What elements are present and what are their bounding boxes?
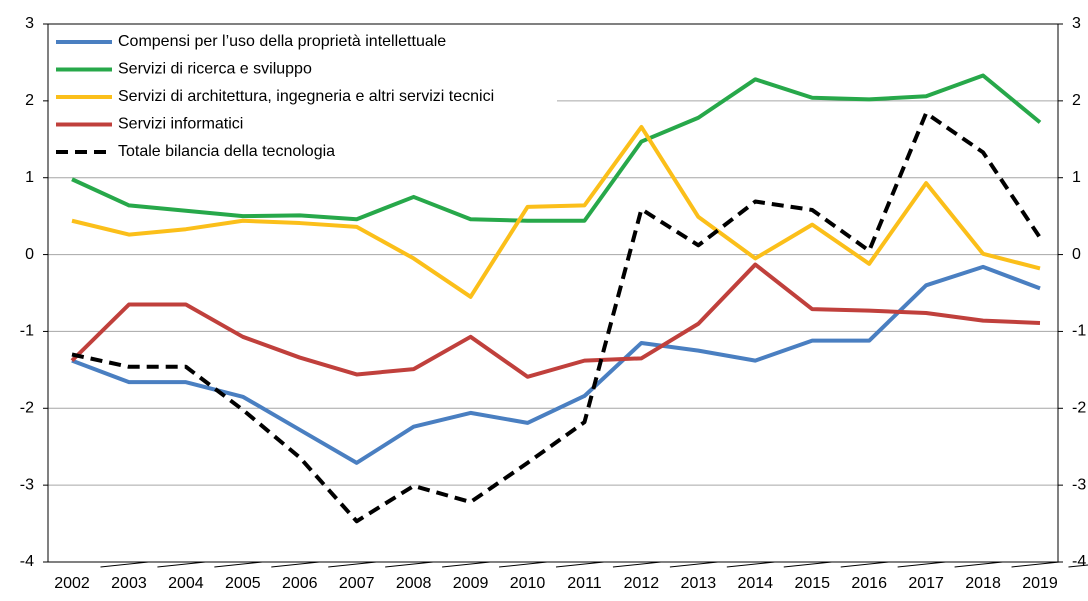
x-tick-label: 2011 <box>567 575 602 592</box>
series-line <box>71 124 1041 299</box>
x-tick <box>328 561 377 568</box>
y-tick-label: 2 <box>25 92 34 109</box>
x-tick-label: 2008 <box>396 575 432 592</box>
legend-label: Servizi di architettura, ingegneria e al… <box>118 88 494 105</box>
legend: Compensi per l’uso della proprietà intel… <box>49 25 557 167</box>
y2-tick-label: -2 <box>1072 400 1086 417</box>
series-line <box>71 264 1041 465</box>
x-tick-label: 2017 <box>908 575 944 592</box>
x-tick <box>612 561 661 568</box>
x-tick-label: 2016 <box>851 575 887 592</box>
legend-label: Servizi informatici <box>118 116 243 133</box>
x-tick <box>157 561 206 568</box>
x-tick <box>442 561 491 568</box>
plot-frame <box>47 23 1059 563</box>
legend-box <box>49 25 557 167</box>
x-tick-label: 2006 <box>282 575 318 592</box>
y-tick-label: -1 <box>20 323 34 340</box>
x-tick <box>100 561 149 568</box>
x-tick-label: 2003 <box>111 575 147 592</box>
x-tick-label: 2013 <box>681 575 717 592</box>
y-tick-label: -2 <box>20 400 34 417</box>
y-tick-label: 3 <box>25 15 34 32</box>
x-tick <box>385 561 434 568</box>
y-tick-label: 1 <box>25 169 34 186</box>
x-tick <box>783 561 832 568</box>
x-tick <box>840 561 889 568</box>
y-tick-label: -4 <box>20 553 34 570</box>
x-tick <box>1068 564 1088 568</box>
x-tick <box>499 561 548 568</box>
x-tick <box>555 561 605 568</box>
x-tick <box>669 561 718 568</box>
x-tick-label: 2005 <box>225 575 261 592</box>
x-tick <box>214 561 263 568</box>
y2-tick-label: 1 <box>1072 169 1081 186</box>
y2-tick-label: -4 <box>1072 553 1086 570</box>
y2-tick-label: 0 <box>1072 246 1081 263</box>
legend-label: Compensi per l’uso della proprietà intel… <box>118 33 446 50</box>
x-tick <box>271 561 320 568</box>
x-tick-label: 2018 <box>965 575 1001 592</box>
y2-tick-label: -1 <box>1072 323 1086 340</box>
y-tick-label: -3 <box>20 476 34 493</box>
x-tick <box>726 561 775 568</box>
x-tick-label: 2019 <box>1022 575 1058 592</box>
y2-tick-label: -3 <box>1072 476 1086 493</box>
x-tick-label: 2007 <box>339 575 375 592</box>
legend-label: Totale bilancia della tecnologia <box>118 143 335 160</box>
x-tick-label: 2002 <box>54 575 90 592</box>
y-tick-label: 0 <box>25 246 34 263</box>
series-line <box>70 262 1041 379</box>
x-tick-label: 2014 <box>737 575 773 592</box>
x-tick-label: 2012 <box>624 575 660 592</box>
x-tick-label: 2015 <box>794 575 830 592</box>
y2-tick-label: 3 <box>1072 15 1081 32</box>
x-tick-label: 2009 <box>453 575 489 592</box>
x-tick <box>897 561 946 568</box>
x-tick <box>954 561 1003 568</box>
x-tick <box>1011 561 1060 568</box>
series-line <box>71 73 1042 223</box>
series-line <box>71 111 1042 524</box>
legend-label: Servizi di ricerca e sviluppo <box>118 61 312 78</box>
x-tick-label: 2004 <box>168 575 204 592</box>
y2-tick-label: 2 <box>1072 92 1081 109</box>
x-tick-label: 2010 <box>510 575 546 592</box>
